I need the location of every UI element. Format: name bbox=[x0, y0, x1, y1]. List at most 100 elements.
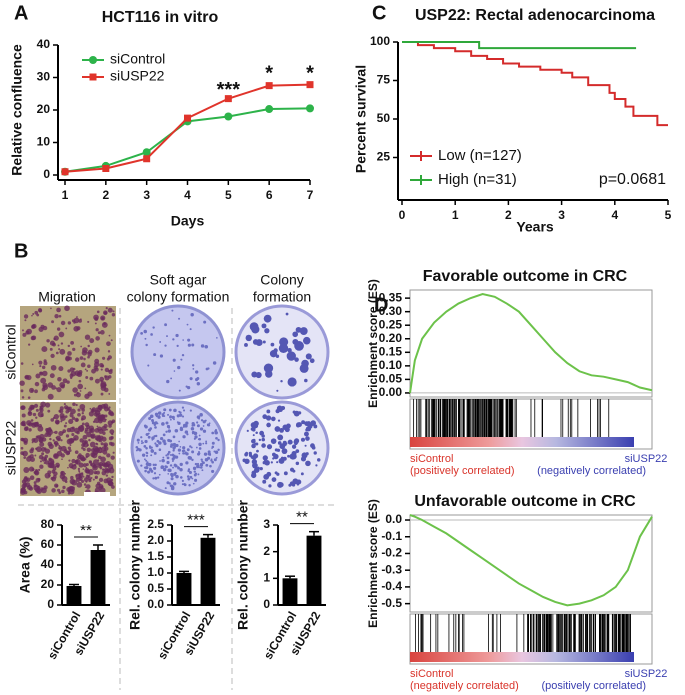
cell bbox=[32, 412, 37, 417]
cell bbox=[71, 416, 76, 420]
cell bbox=[49, 437, 52, 441]
cell bbox=[41, 346, 48, 353]
cell bbox=[63, 424, 67, 428]
cell bbox=[76, 454, 82, 460]
cell bbox=[50, 353, 55, 359]
cell bbox=[31, 324, 35, 329]
cell bbox=[108, 424, 112, 428]
cell bbox=[60, 342, 64, 345]
cell bbox=[78, 379, 82, 383]
cell bbox=[52, 342, 56, 345]
cell bbox=[38, 326, 44, 332]
x-tick-label: 6 bbox=[266, 188, 273, 202]
colony bbox=[268, 484, 272, 488]
colony bbox=[295, 449, 300, 453]
colony bbox=[283, 471, 288, 476]
cell bbox=[67, 446, 71, 450]
cell bbox=[108, 436, 113, 441]
cell bbox=[26, 374, 32, 381]
colony bbox=[189, 328, 192, 331]
colony bbox=[266, 444, 273, 450]
colony bbox=[183, 409, 186, 412]
cell bbox=[39, 460, 42, 463]
colony bbox=[160, 436, 164, 441]
cell bbox=[26, 420, 32, 426]
colony bbox=[208, 422, 211, 425]
colony bbox=[181, 479, 184, 482]
cell bbox=[39, 364, 42, 368]
colony bbox=[195, 370, 199, 374]
y-tick-label: 2.0 bbox=[147, 533, 164, 547]
colony bbox=[201, 463, 204, 466]
colony bbox=[266, 422, 271, 428]
cell bbox=[42, 325, 48, 331]
colony bbox=[152, 463, 155, 467]
cell bbox=[88, 438, 91, 442]
cell bbox=[95, 328, 99, 332]
cell bbox=[71, 432, 75, 437]
row-label: siUSP22 bbox=[3, 421, 19, 476]
cell bbox=[61, 458, 63, 461]
colony bbox=[181, 449, 185, 453]
cell bbox=[83, 483, 87, 486]
colony bbox=[186, 323, 189, 326]
cell bbox=[73, 321, 76, 324]
cell bbox=[94, 322, 97, 325]
colony bbox=[266, 471, 272, 477]
cell bbox=[96, 425, 99, 428]
colony bbox=[178, 452, 181, 455]
cell bbox=[103, 468, 105, 471]
cell bbox=[35, 477, 41, 483]
colony bbox=[181, 406, 185, 409]
chart-title: USP22: Rectal adenocarcinoma bbox=[415, 7, 655, 24]
cell bbox=[62, 378, 68, 384]
cell bbox=[81, 472, 84, 475]
colony bbox=[140, 442, 143, 445]
cell bbox=[55, 351, 59, 355]
x-tick-label: 5 bbox=[225, 188, 232, 202]
cell bbox=[73, 427, 80, 434]
colony bbox=[135, 449, 138, 452]
cell bbox=[75, 418, 79, 422]
cell bbox=[90, 476, 93, 479]
colony bbox=[186, 475, 190, 478]
cell bbox=[100, 330, 105, 335]
colony bbox=[145, 465, 149, 470]
colony bbox=[164, 344, 167, 347]
y-tick-label: 2 bbox=[263, 544, 270, 558]
cell bbox=[38, 360, 43, 365]
cell bbox=[80, 345, 83, 348]
colony bbox=[199, 427, 204, 431]
colony bbox=[202, 461, 205, 465]
cell bbox=[87, 344, 90, 348]
colony bbox=[169, 464, 173, 467]
cell bbox=[73, 393, 77, 397]
cell bbox=[55, 484, 59, 488]
cell bbox=[72, 387, 78, 393]
colony bbox=[255, 371, 262, 379]
cell bbox=[47, 462, 53, 468]
colony bbox=[198, 434, 201, 437]
legend-label: Low (n=127) bbox=[438, 147, 522, 164]
colony bbox=[304, 444, 307, 447]
colony bbox=[153, 435, 156, 438]
cell bbox=[54, 419, 60, 425]
colony bbox=[191, 450, 195, 454]
colony bbox=[152, 326, 155, 329]
y-tick-label: 0.00 bbox=[379, 385, 403, 399]
cell bbox=[20, 362, 24, 365]
x-axis-label: Years bbox=[516, 219, 554, 235]
cell bbox=[38, 438, 44, 444]
colony bbox=[270, 461, 273, 464]
colony bbox=[176, 414, 180, 418]
cell bbox=[65, 450, 71, 456]
x-tick-label: 4 bbox=[184, 188, 191, 202]
cell bbox=[53, 431, 55, 434]
colony bbox=[186, 433, 189, 436]
cell bbox=[64, 480, 68, 483]
cell bbox=[31, 438, 36, 442]
colony bbox=[197, 473, 200, 476]
cell bbox=[65, 327, 68, 330]
cell bbox=[33, 481, 37, 485]
